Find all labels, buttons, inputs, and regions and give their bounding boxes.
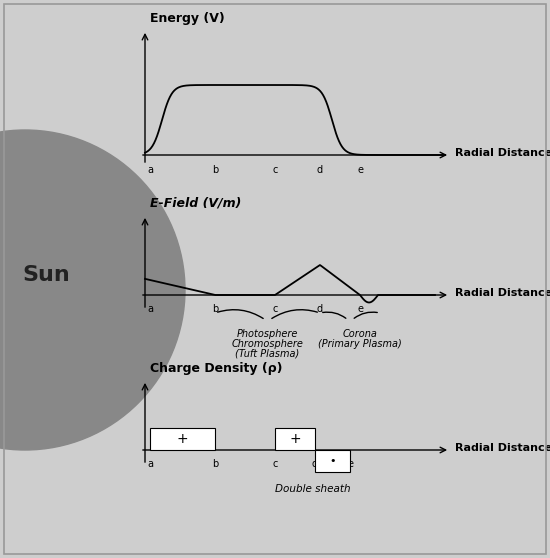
Bar [150,428,215,450]
Text: e: e [347,459,353,469]
Text: c: c [272,459,278,469]
Text: (Tuft Plasma): (Tuft Plasma) [235,349,300,359]
Text: +: + [177,432,188,446]
Text: Photosphere: Photosphere [237,329,298,339]
Text: •: • [329,456,336,466]
Text: b: b [212,304,218,314]
Text: b: b [212,459,218,469]
Text: Radial Distance (r): Radial Distance (r) [455,148,550,158]
Text: e: e [357,165,363,175]
Text: Double sheath: Double sheath [274,484,350,494]
Text: Energy (V): Energy (V) [150,12,225,25]
Bar [275,428,315,450]
Circle shape [0,130,185,450]
Text: d: d [312,459,318,469]
Text: a: a [147,165,153,175]
Text: c: c [272,165,278,175]
Text: a: a [147,304,153,314]
Text: d: d [317,304,323,314]
Text: Chromosphere: Chromosphere [232,339,304,349]
Text: Radial Distance (r): Radial Distance (r) [455,288,550,298]
Text: a: a [147,459,153,469]
Bar [315,450,350,472]
Text: +: + [289,432,301,446]
Text: b: b [212,165,218,175]
Text: Sun: Sun [22,265,70,285]
Text: (Primary Plasma): (Primary Plasma) [318,339,402,349]
Text: Radial Distance (r): Radial Distance (r) [455,443,550,453]
Text: d: d [317,165,323,175]
Text: c: c [272,304,278,314]
Text: e: e [357,304,363,314]
Text: Corona: Corona [343,329,377,339]
Text: E-Field (V/m): E-Field (V/m) [150,197,241,210]
Text: Charge Density (ρ): Charge Density (ρ) [150,362,283,375]
